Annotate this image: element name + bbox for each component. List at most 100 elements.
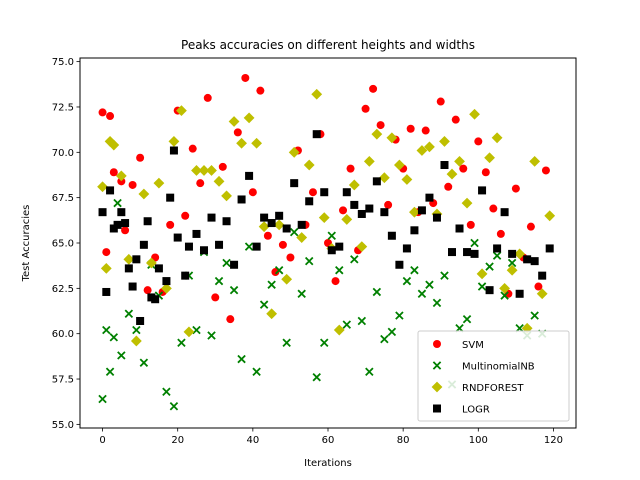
data-point-logr <box>425 193 434 202</box>
data-point-svm <box>496 229 505 238</box>
data-point-multinomialnb <box>177 338 186 347</box>
legend-label: LOGR <box>462 405 490 416</box>
data-point-multinomialnb <box>162 387 171 396</box>
data-point-multinomialnb <box>117 351 126 360</box>
data-point-rndforest <box>469 108 480 120</box>
data-point-multinomialnb <box>335 265 344 275</box>
data-point-rndforest <box>198 165 210 176</box>
data-point-svm <box>128 180 137 189</box>
data-point-logr <box>222 217 231 226</box>
data-point-svm <box>241 73 250 82</box>
data-point-svm <box>263 231 272 240</box>
data-point-rndforest <box>514 248 526 260</box>
data-point-multinomialnb <box>320 338 329 347</box>
x-tick-label: 120 <box>544 435 563 446</box>
data-point-svm <box>218 162 227 171</box>
data-point-svm <box>203 93 212 102</box>
data-point-rndforest <box>104 136 116 147</box>
data-point-svm <box>346 164 355 173</box>
data-point-rndforest <box>536 288 548 300</box>
x-tick-label: 80 <box>397 435 410 446</box>
data-point-rndforest <box>100 262 112 274</box>
data-point-logr <box>455 224 464 233</box>
legend-label: MultinomialNB <box>462 362 535 373</box>
data-point-svm <box>361 104 370 113</box>
data-point-multinomialnb <box>274 265 284 275</box>
data-point-rndforest <box>363 155 375 167</box>
data-point-logr <box>342 188 351 197</box>
data-point-rndforest <box>506 264 518 276</box>
data-point-svm <box>489 204 498 213</box>
data-point-multinomialnb <box>470 238 479 248</box>
data-point-multinomialnb <box>102 325 111 335</box>
data-point-logr <box>267 219 276 228</box>
y-tick-label: 75.0 <box>52 57 74 68</box>
data-point-logr <box>515 289 524 298</box>
data-point-logr <box>500 208 509 217</box>
x-tick-label: 20 <box>171 435 184 446</box>
data-point-logr <box>508 249 517 258</box>
data-point-logr <box>117 208 126 217</box>
data-point-logr <box>230 260 239 269</box>
data-point-logr <box>493 244 502 253</box>
data-point-svm <box>308 188 317 197</box>
data-point-logr <box>98 208 107 217</box>
data-point-svm <box>271 268 280 277</box>
data-point-svm <box>117 177 126 186</box>
data-point-rndforest <box>484 152 495 164</box>
data-point-svm <box>106 112 115 121</box>
data-point-rndforest <box>296 232 308 243</box>
data-point-logr <box>523 255 532 264</box>
data-point-rndforest <box>138 188 150 200</box>
data-point-logr <box>312 130 321 139</box>
data-point-rndforest <box>183 326 195 338</box>
data-point-logr <box>357 209 366 218</box>
data-point-rndforest <box>348 179 360 191</box>
data-point-multinomialnb <box>259 300 269 309</box>
data-point-logr <box>275 211 284 220</box>
legend: SVM MultinomialNB RNDFOREST LOGR <box>417 330 570 422</box>
data-point-logr <box>215 240 224 249</box>
data-point-multinomialnb <box>410 265 419 275</box>
data-point-logr <box>207 213 216 222</box>
data-point-logr <box>162 277 171 286</box>
data-point-multinomialnb <box>477 282 487 291</box>
data-point-rndforest <box>115 170 127 182</box>
data-point-svm <box>166 220 175 229</box>
series-rndforest <box>97 88 556 347</box>
data-point-multinomialnb <box>169 401 179 411</box>
data-point-logr <box>184 242 193 251</box>
data-point-multinomialnb <box>372 287 382 297</box>
data-point-multinomialnb <box>492 251 502 260</box>
data-point-multinomialnb <box>124 309 134 318</box>
data-point-multinomialnb <box>365 367 374 377</box>
data-point-multinomialnb <box>214 276 224 286</box>
data-point-logr <box>387 231 396 240</box>
data-point-logr <box>121 219 130 228</box>
data-point-rndforest <box>123 253 135 265</box>
data-point-svm <box>248 188 257 197</box>
data-point-logr <box>470 249 479 258</box>
data-point-logr <box>245 171 254 180</box>
data-point-logr <box>365 204 374 213</box>
data-point-svm <box>384 200 393 209</box>
data-point-logr <box>463 248 472 257</box>
data-point-logr <box>417 206 426 215</box>
x-tick-label: 0 <box>99 435 105 446</box>
data-point-rndforest <box>153 177 165 189</box>
legend-marker-logr <box>433 404 441 413</box>
data-point-rndforest <box>130 335 142 347</box>
data-point-svm <box>98 108 107 117</box>
data-point-multinomialnb <box>113 198 122 208</box>
data-point-multinomialnb <box>357 316 367 326</box>
data-point-multinomialnb <box>109 333 119 342</box>
data-point-logr <box>252 242 261 251</box>
data-point-rndforest <box>251 137 263 149</box>
data-point-multinomialnb <box>507 258 517 268</box>
data-point-rndforest <box>303 159 315 171</box>
data-point-logr <box>350 200 359 209</box>
data-point-logr <box>327 246 336 255</box>
data-point-rndforest <box>318 212 330 224</box>
data-point-svm <box>188 144 197 153</box>
